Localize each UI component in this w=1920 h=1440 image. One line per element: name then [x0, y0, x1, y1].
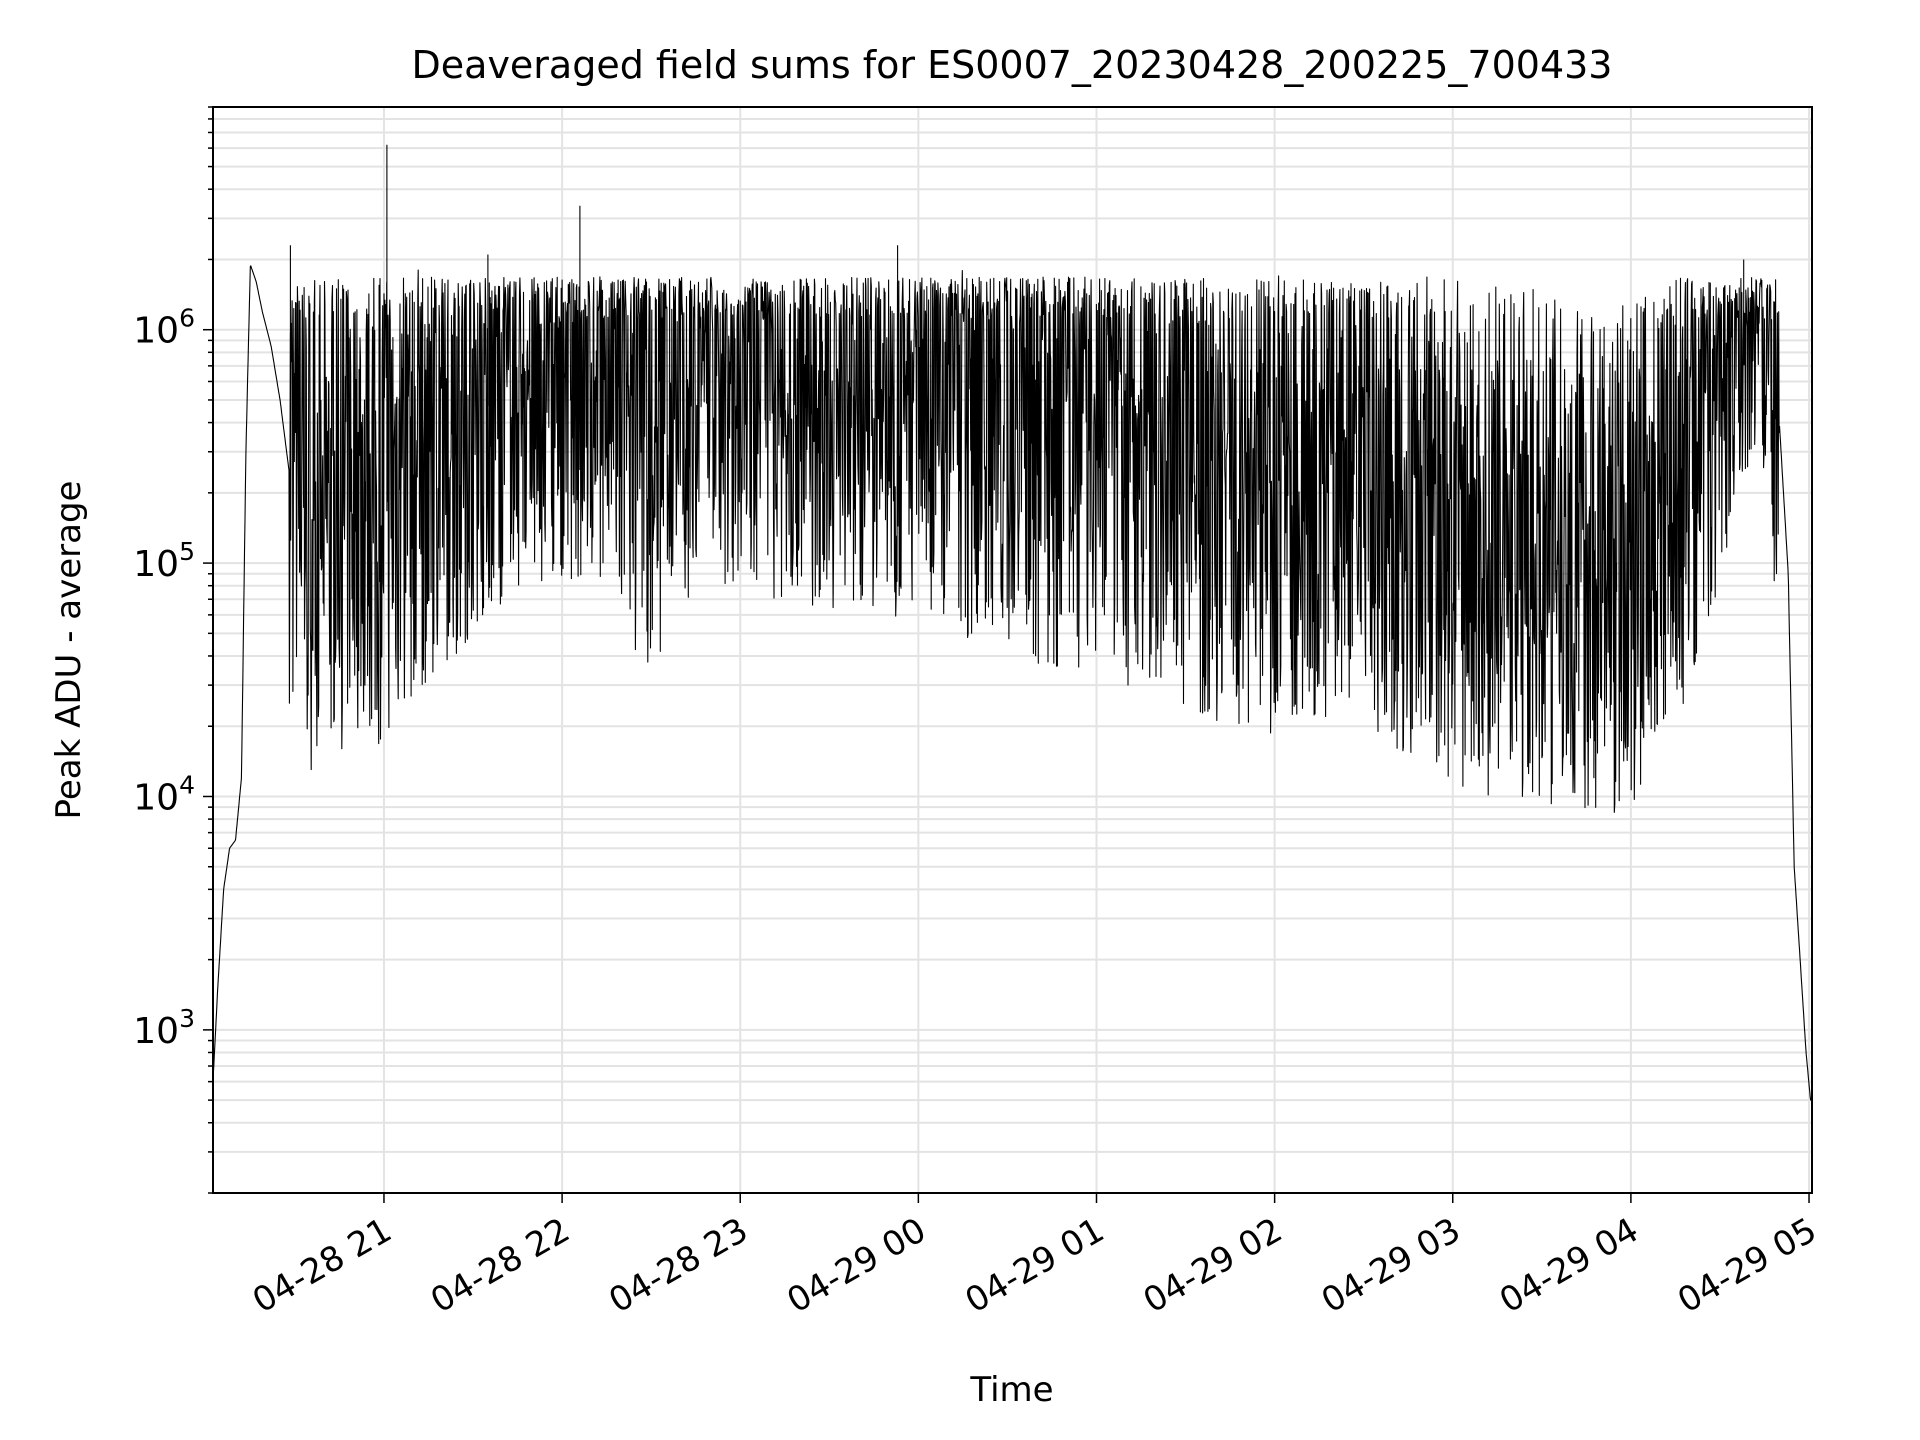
plot-area-frame: [212, 106, 1813, 1194]
y-axis-label: Peak ADU - average: [49, 481, 89, 820]
series-line: [212, 144, 1813, 1101]
chart-title: Deaveraged field sums for ES0007_2023042…: [412, 43, 1613, 87]
y-tick-label: 104: [133, 770, 195, 818]
x-axis-label: Time: [969, 1370, 1053, 1410]
y-tick-label: 106: [133, 304, 195, 352]
data-layer: [212, 144, 1813, 1101]
y-tick-label: 105: [133, 537, 195, 585]
y-tick-label: 103: [133, 1004, 195, 1052]
